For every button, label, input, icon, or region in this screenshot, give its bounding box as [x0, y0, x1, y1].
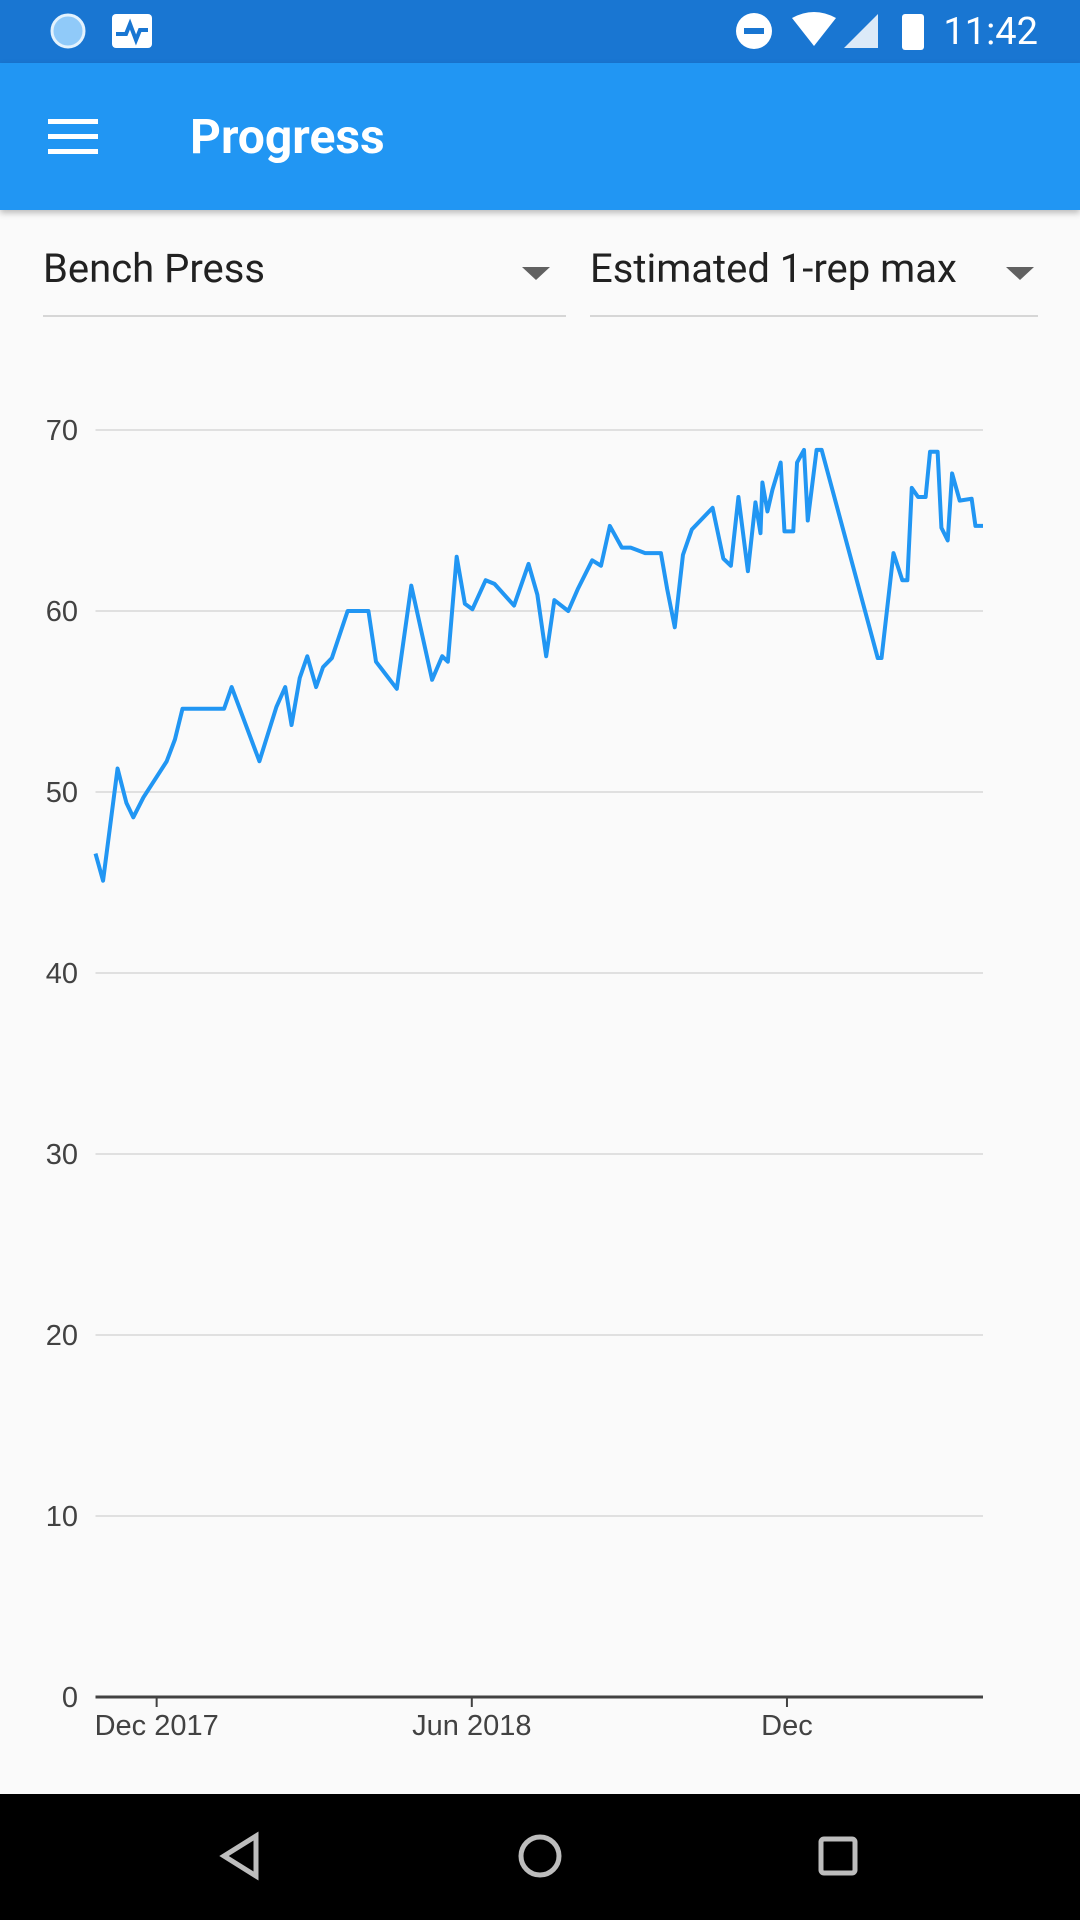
recents-button[interactable] [818, 1836, 858, 1876]
data-line [93, 447, 983, 883]
metric-label: Estimated 1-rep max [590, 245, 957, 292]
x-tick-label: Jun 2018 [412, 1710, 531, 1742]
clock: 11:42 [943, 10, 1038, 54]
y-tick-label: 60 [46, 596, 78, 628]
metric-dropdown[interactable]: Estimated 1-rep max [590, 245, 1038, 317]
system-icons [736, 12, 924, 50]
nav-buttons [219, 1831, 858, 1881]
exercise-label: Bench Press [43, 245, 266, 292]
dropdown-arrow [1006, 267, 1034, 280]
chart: 0 10 20 30 40 50 60 70 Dec 2017 Jun 2018 Dec [46, 415, 983, 1742]
status-icons [50, 13, 152, 49]
y-tick-label: 0 [62, 1682, 78, 1714]
x-tick-label: Dec 2017 [95, 1710, 219, 1742]
home-button[interactable] [518, 1834, 562, 1878]
y-tick-label: 40 [46, 958, 78, 990]
navigation-bar [0, 1794, 1080, 1920]
x-tick-label: Dec [761, 1710, 813, 1742]
menu-button[interactable] [48, 117, 98, 157]
exercise-dropdown[interactable]: Bench Press [43, 245, 566, 317]
dropdown-arrow [522, 267, 550, 280]
y-tick-label: 30 [46, 1139, 78, 1171]
back-button[interactable] [219, 1831, 259, 1881]
y-tick-label: 70 [46, 415, 78, 447]
app-title: Progress [190, 108, 385, 165]
status-bar: 11:42 [0, 0, 1080, 63]
y-tick-label: 50 [46, 777, 78, 809]
y-tick-label: 20 [46, 1320, 78, 1352]
y-tick-label: 10 [46, 1501, 78, 1533]
app-bar: Progress [0, 63, 1080, 210]
